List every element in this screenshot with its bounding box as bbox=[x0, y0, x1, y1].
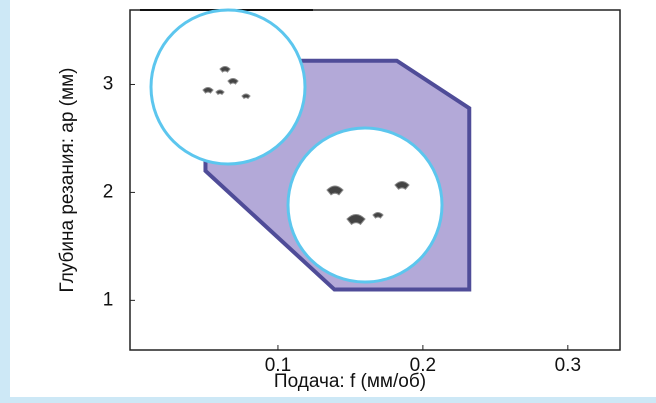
chip bbox=[202, 87, 214, 94]
photo-circle bbox=[286, 126, 444, 284]
y-tick-label: 2 bbox=[103, 181, 114, 202]
chip bbox=[227, 78, 239, 85]
chip bbox=[372, 212, 384, 219]
side-band bbox=[0, 0, 10, 403]
chip bbox=[241, 93, 251, 100]
chip bbox=[219, 66, 231, 73]
chip bbox=[346, 214, 366, 226]
chip bbox=[394, 181, 410, 190]
y-axis-label: Глубина резания: ap (мм) bbox=[57, 68, 78, 293]
chip bbox=[215, 89, 225, 96]
chip bbox=[326, 185, 344, 196]
photo-circle bbox=[149, 8, 307, 166]
x-tick-label: 0.2 bbox=[410, 355, 436, 376]
x-tick-label: 0.1 bbox=[265, 355, 291, 376]
y-tick-label: 3 bbox=[103, 73, 114, 94]
x-tick-label: 0.3 bbox=[555, 355, 581, 376]
x-axis-label: Подача: f (мм/об) bbox=[274, 371, 426, 392]
plot-frame bbox=[129, 9, 621, 351]
y-tick-label: 1 bbox=[103, 289, 114, 310]
bottom-band bbox=[0, 397, 656, 403]
plot-area: 0.1 0.2 0.3 1 2 3 bbox=[103, 8, 621, 376]
